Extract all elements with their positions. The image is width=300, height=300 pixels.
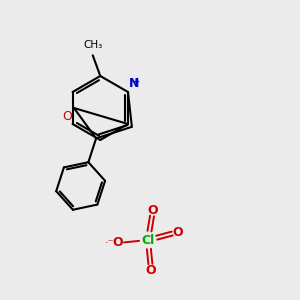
Text: Cl: Cl	[141, 233, 154, 247]
Text: +: +	[132, 77, 140, 87]
Text: ·⁻: ·⁻	[104, 238, 114, 248]
Text: O: O	[62, 110, 72, 123]
Text: N: N	[129, 77, 140, 90]
Text: O: O	[113, 236, 123, 250]
Text: O: O	[173, 226, 183, 238]
Text: O: O	[146, 263, 156, 277]
Text: O: O	[148, 203, 158, 217]
Text: CH₃: CH₃	[83, 40, 102, 50]
